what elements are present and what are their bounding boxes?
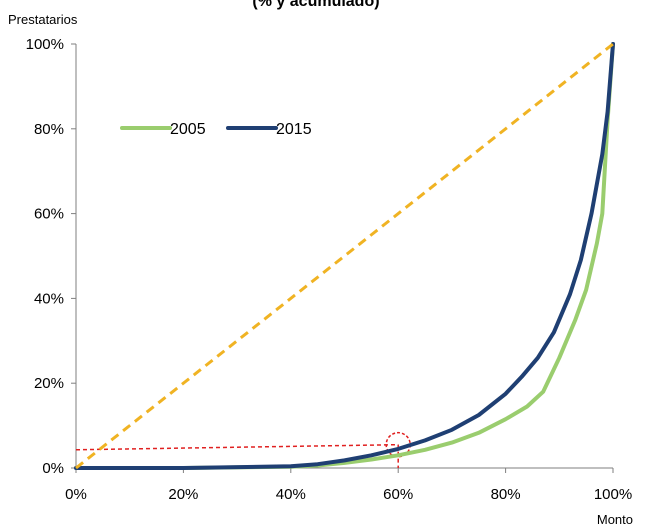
x-tick-label: 40% xyxy=(276,486,306,503)
x-tick-label: 20% xyxy=(168,486,198,503)
legend: 2005 2015 xyxy=(120,121,312,138)
y-tick-label: 60% xyxy=(34,206,64,223)
legend-label-2015: 2015 xyxy=(276,121,312,138)
y-axis-title: Prestatarios xyxy=(8,12,78,27)
y-tick-label: 40% xyxy=(34,290,64,307)
y-tick-label: 80% xyxy=(34,121,64,138)
y-tick-label: 0% xyxy=(42,460,64,477)
horizontal-reference-line xyxy=(75,443,399,451)
axes xyxy=(75,44,613,469)
y-tick-label: 100% xyxy=(26,36,64,53)
x-axis-ticks: 0% 20% 40% 60% 80% 100% xyxy=(65,468,632,503)
x-axis-title: Monto xyxy=(597,512,633,527)
x-tick-label: 0% xyxy=(65,486,87,503)
diagonal-reference-line xyxy=(75,42,614,470)
x-tick-label: 60% xyxy=(383,486,413,503)
y-tick-label: 20% xyxy=(34,375,64,392)
x-tick-label: 100% xyxy=(594,486,632,503)
series-line-2005 xyxy=(74,42,615,470)
x-tick-label: 80% xyxy=(491,486,521,503)
y-axis-ticks: 0% 20% 40% 60% 80% 100% xyxy=(26,36,76,477)
series-group xyxy=(74,42,615,470)
legend-label-2005: 2005 xyxy=(170,121,206,138)
series-line-2015 xyxy=(74,42,615,470)
chart-title: (% y acumulado) xyxy=(252,0,379,10)
